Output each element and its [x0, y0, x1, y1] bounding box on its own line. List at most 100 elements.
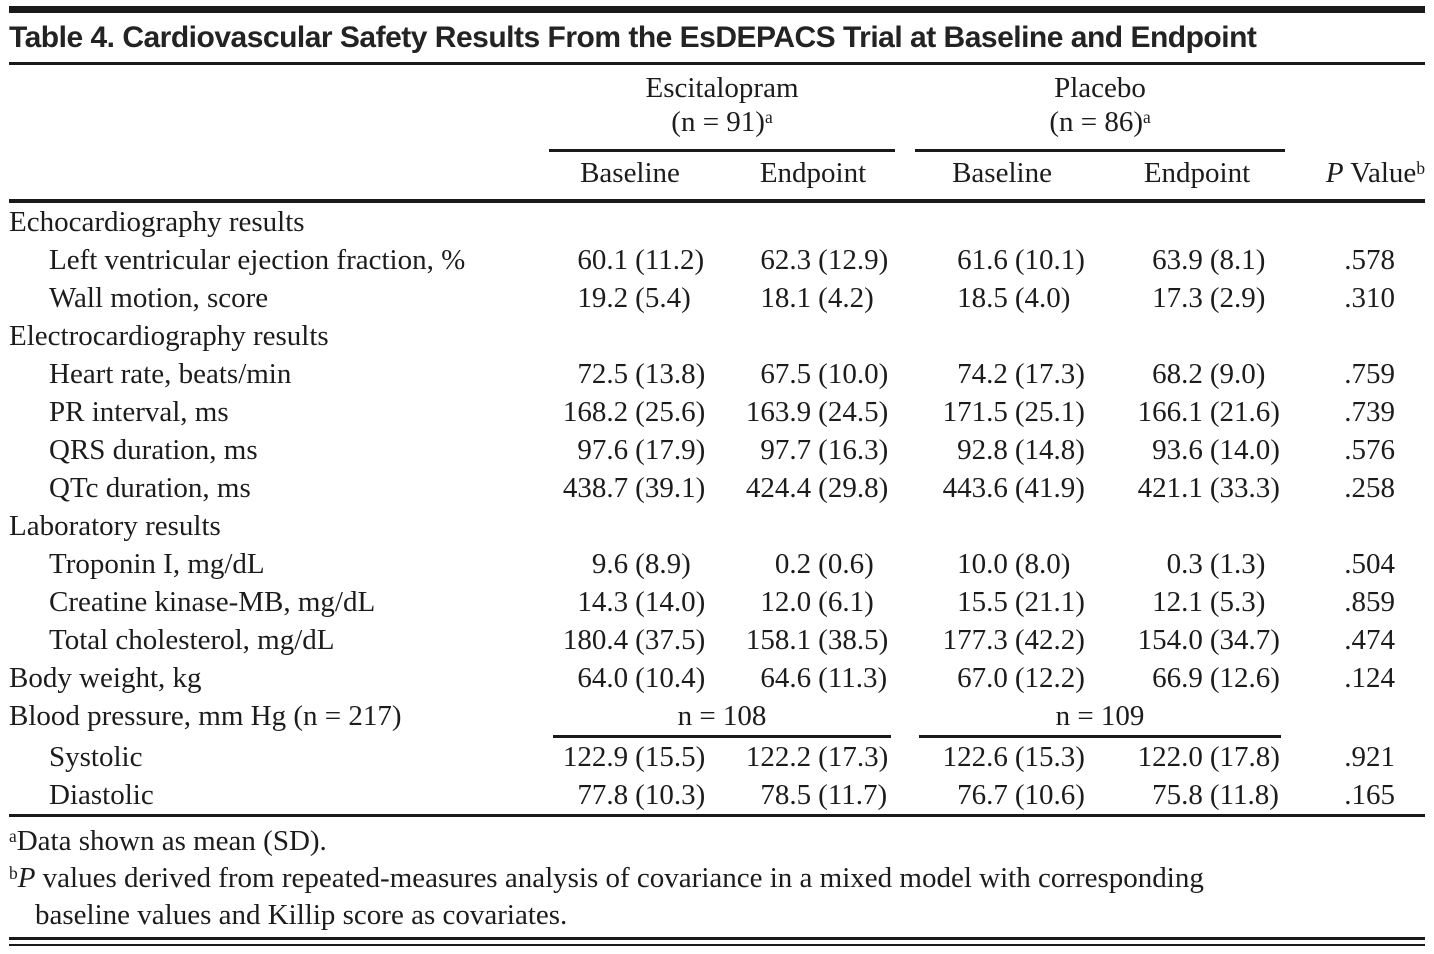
sd-value: (12.2) — [1014, 662, 1085, 694]
sd-value: (12.6) — [1209, 662, 1280, 694]
table-figure: Table 4. Cardiovascular Safety Results F… — [0, 6, 1434, 946]
sd-value: (9.0) — [1209, 358, 1266, 390]
mean-value: 158.1 — [745, 624, 812, 656]
data-row: PR interval, ms 168.2 (25.6) 163.9 (24.5) 171… — [9, 393, 1425, 431]
mean-value: 166.1 — [1137, 396, 1203, 428]
data-row: Left ventricular ejection fraction, % 60.… — [9, 241, 1425, 279]
value-cell: 64.6 (11.3) — [721, 659, 905, 697]
row-label: PR interval, ms — [49, 396, 229, 428]
value-cell: 67.5 (10.0) — [721, 355, 905, 393]
row-label: Wall motion, score — [49, 282, 269, 314]
value-cell: 12.1 (5.3) — [1099, 583, 1295, 621]
group-n: (n = 86)a — [1049, 106, 1151, 138]
sd-value: (16.3) — [818, 434, 889, 466]
sd-value: (29.8) — [818, 472, 889, 504]
mean-value: 75.8 — [1152, 779, 1203, 811]
row-label: QTc duration, ms — [49, 472, 251, 504]
group-name: Escitalopram — [645, 72, 799, 104]
mean-value: 168.2 — [562, 396, 629, 428]
value-cell: 76.7 (10.6) — [905, 776, 1099, 816]
row-label: Diastolic — [49, 779, 154, 811]
value-cell: 438.7 (39.1) — [539, 469, 721, 507]
value-cell: 97.7 (16.3) — [721, 431, 905, 469]
value-cell: 443.6 (41.9) — [905, 469, 1099, 507]
footnote-marker-b: b — [9, 863, 18, 884]
table-title: Table 4. Cardiovascular Safety Results F… — [9, 21, 1257, 54]
mean-value: 17.3 — [1152, 282, 1203, 314]
value-cell: 122.9 (15.5) — [539, 738, 721, 776]
bottom-rule — [9, 937, 1425, 946]
mean-value: 14.3 — [577, 586, 629, 618]
sd-value: (13.8) — [635, 358, 706, 390]
mean-value: 10.0 — [957, 548, 1008, 580]
value-cell: 168.2 (25.6) — [539, 393, 721, 431]
sd-value: (37.5) — [635, 624, 706, 656]
sd-value: (1.3) — [1209, 548, 1266, 580]
footnote-b: bP values derived from repeated-measures… — [9, 862, 1204, 931]
value-cell: 64.0 (10.4) — [539, 659, 721, 697]
sd-value: (17.8) — [1209, 741, 1280, 773]
mean-value: 15.5 — [957, 586, 1008, 618]
row-label: QRS duration, ms — [49, 434, 258, 466]
mean-value: 122.6 — [942, 741, 1008, 773]
sd-value: (33.3) — [1209, 472, 1280, 504]
mean-value: 19.2 — [577, 282, 629, 314]
p-value-header-empty — [1295, 65, 1425, 152]
value-cell: 122.2 (17.3) — [721, 738, 905, 776]
mean-value: 163.9 — [745, 396, 812, 428]
value-cell: 158.1 (38.5) — [721, 621, 905, 659]
value-cell: 0.3 (1.3) — [1099, 545, 1295, 583]
p-value-cell: .759 — [1344, 358, 1396, 390]
mean-value: 12.0 — [760, 586, 812, 618]
data-row: Body weight, kg 64.0 (10.4) 64.6 (11.3) 67.0(… — [9, 659, 1425, 697]
value-cell: 61.6 (10.1) — [905, 241, 1099, 279]
mean-value: 92.8 — [957, 434, 1008, 466]
top-rule — [9, 6, 1425, 13]
value-cell: 60.1 (11.2) — [539, 241, 721, 279]
data-row: QRS duration, ms 97.6 (17.9) 97.7 (16.3) 92.8… — [9, 431, 1425, 469]
row-label: Total cholesterol, mg/dL — [49, 624, 335, 656]
value-cell: 67.0 (12.2) — [905, 659, 1099, 697]
mean-value: 61.6 — [957, 244, 1008, 276]
row-label: Systolic — [49, 741, 143, 773]
sd-value: (8.1) — [1209, 244, 1266, 276]
section-label: Electrocardiography results — [9, 320, 329, 352]
value-cell: 424.4 (29.8) — [721, 469, 905, 507]
sd-value: (8.9) — [635, 548, 691, 580]
section-label: Echocardiography results — [9, 206, 305, 238]
mean-value: 9.6 — [591, 548, 629, 580]
sd-value: (0.6) — [818, 548, 874, 580]
value-cell: 154.0 (34.7) — [1099, 621, 1295, 659]
title-rule — [9, 62, 1425, 65]
n-subgroup-value: n = 108 — [553, 697, 892, 738]
column-header-endpoint: Endpoint — [721, 152, 906, 203]
sd-value: (11.3) — [818, 662, 888, 694]
sd-value: (5.3) — [1209, 586, 1266, 618]
data-row: Wall motion, score 19.2 (5.4) 18.1 (4.2) 18.5… — [9, 279, 1425, 317]
group-header-placebo: Placebo (n = 86)a — [905, 65, 1295, 152]
sd-value: (10.0) — [818, 358, 889, 390]
column-header-baseline: Baseline — [539, 152, 721, 203]
stub-header-empty — [9, 65, 539, 152]
column-header-endpoint: Endpoint — [1099, 152, 1296, 203]
sd-value: (21.1) — [1014, 586, 1085, 618]
mean-value: 177.3 — [942, 624, 1008, 656]
value-cell: 171.5 (25.1) — [905, 393, 1099, 431]
value-cell: 18.1 (4.2) — [721, 279, 905, 317]
stub-header-empty — [9, 152, 539, 203]
sd-value: (15.3) — [1014, 741, 1085, 773]
footnote-a: aData shown as mean (SD). — [9, 825, 327, 857]
subheader-row: Baseline Endpoint Baseline Endpoint P Va… — [9, 152, 1426, 203]
footnote-marker-a: a — [1142, 107, 1151, 128]
value-cell: 78.5 (11.7) — [721, 776, 905, 816]
value-cell: 9.6 (8.9) — [539, 545, 721, 583]
subgroup-row: Blood pressure, mm Hg (n = 217) n = 108 n … — [9, 697, 1425, 738]
sd-value: (25.6) — [635, 396, 706, 428]
mean-value: 18.5 — [957, 282, 1008, 314]
p-value-cell: .578 — [1344, 244, 1396, 276]
section-row: Electrocardiography results — [9, 317, 1425, 355]
row-label: Left ventricular ejection fraction, % — [49, 244, 466, 276]
data-row: Heart rate, beats/min 72.5 (13.8) 67.5 (10.0… — [9, 355, 1425, 393]
value-cell: 97.6 (17.9) — [539, 431, 721, 469]
p-value-cell: .474 — [1344, 624, 1396, 656]
